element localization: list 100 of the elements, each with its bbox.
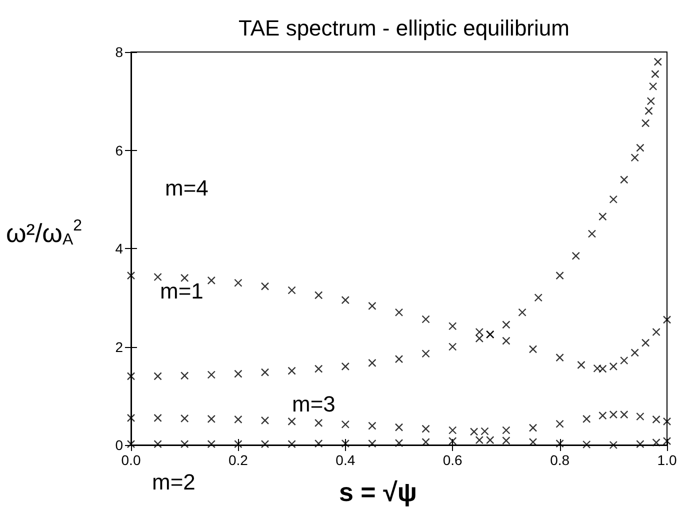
point [636, 144, 644, 152]
point [582, 414, 591, 424]
x-tick-label: 0.4 [336, 452, 356, 468]
point [341, 296, 350, 304]
point [556, 420, 564, 428]
point [260, 368, 270, 376]
x-tick-label: 1.0 [657, 452, 677, 468]
point [234, 370, 242, 378]
point [648, 82, 658, 90]
chart-title: TAE spectrum - elliptic equilibrium [238, 16, 570, 40]
point [368, 439, 376, 448]
point [154, 272, 162, 282]
point [288, 286, 296, 294]
point [502, 320, 510, 329]
point [470, 428, 478, 436]
point [422, 350, 430, 358]
point [662, 316, 672, 324]
point [394, 308, 404, 316]
point [207, 414, 216, 424]
point [598, 411, 607, 420]
point [609, 362, 618, 370]
point [314, 439, 323, 448]
x-axis-title: s = √ψ [339, 477, 417, 507]
point [644, 106, 653, 116]
point [636, 412, 644, 421]
point [234, 278, 242, 287]
point [502, 436, 510, 445]
point [341, 420, 350, 428]
point [620, 410, 628, 419]
point [502, 336, 510, 345]
point [582, 440, 591, 449]
point [598, 212, 607, 221]
point [126, 440, 136, 448]
point [394, 354, 404, 364]
point [448, 426, 457, 434]
point [534, 294, 542, 302]
annotation: m=3 [292, 392, 336, 416]
point [288, 417, 296, 426]
point [646, 97, 656, 106]
point [394, 423, 404, 432]
point [207, 370, 216, 379]
point [422, 315, 430, 324]
point [180, 274, 189, 282]
point [556, 271, 564, 280]
point [314, 364, 323, 373]
point [641, 338, 650, 347]
x-tick-label: 0.0 [121, 452, 141, 468]
point [609, 440, 618, 450]
x-tick-label: 0.2 [228, 452, 248, 468]
point [486, 436, 494, 444]
point [207, 276, 216, 285]
point [260, 282, 270, 290]
point [154, 414, 162, 422]
point [154, 372, 162, 380]
point [126, 414, 136, 422]
text: m=2 [152, 470, 196, 494]
point [341, 439, 350, 448]
point [475, 436, 484, 444]
x-tick-label: 0.6 [442, 452, 463, 468]
point [288, 440, 296, 448]
point [528, 345, 538, 354]
point [234, 440, 242, 448]
point [556, 439, 564, 448]
point [234, 415, 242, 424]
point [652, 415, 660, 424]
point [593, 364, 602, 372]
point [630, 154, 639, 162]
point [588, 230, 596, 238]
point [180, 440, 189, 448]
point [620, 356, 628, 365]
point [207, 440, 216, 448]
point [314, 418, 323, 427]
point [314, 291, 323, 300]
point [448, 322, 457, 330]
point [368, 302, 376, 310]
point [654, 58, 662, 66]
point [620, 176, 628, 184]
point [154, 440, 162, 448]
point [598, 364, 607, 373]
point [368, 422, 376, 430]
point [260, 440, 270, 448]
point [609, 195, 618, 204]
y-tick-label: 8 [115, 44, 124, 60]
point [651, 70, 660, 78]
point [630, 348, 639, 357]
point [528, 424, 538, 432]
point [502, 426, 510, 434]
x-tick-label: 0.8 [550, 452, 570, 468]
point [641, 119, 650, 128]
point [572, 252, 580, 260]
point [126, 372, 136, 380]
point [577, 360, 586, 370]
point [556, 353, 564, 362]
point [652, 438, 660, 447]
point [518, 308, 526, 316]
point [341, 362, 350, 370]
point [260, 416, 270, 425]
annotation: m=1 [160, 278, 204, 304]
point [609, 410, 618, 419]
point [288, 366, 296, 375]
